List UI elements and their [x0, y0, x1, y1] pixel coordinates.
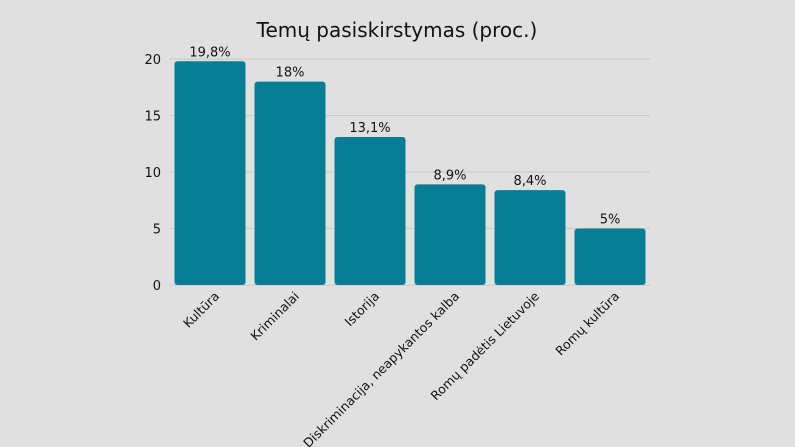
y-tick-label: 0	[153, 279, 161, 294]
x-tick-label: Diskriminacija, neapykantos kalba	[300, 289, 462, 447]
x-tick-label: Kriminalai	[247, 289, 302, 344]
x-axis-labels: Kultūra Kriminalai IstorijaDiskriminacija,…	[180, 288, 622, 447]
data-label: 8,4%	[513, 174, 546, 189]
data-label: 5%	[600, 213, 621, 228]
bar	[494, 190, 566, 285]
bar	[174, 61, 246, 286]
x-tick-label: Kultūra	[180, 289, 222, 331]
data-label: 18%	[276, 66, 305, 81]
y-tick-label: 20	[144, 53, 161, 68]
bar	[334, 136, 406, 285]
bars	[174, 61, 646, 286]
y-tick-label: 5	[153, 223, 161, 238]
y-tick-label: 10	[144, 166, 161, 181]
data-label: 8,9%	[433, 168, 466, 183]
x-tick-label: Istorija	[341, 289, 382, 330]
data-label: 13,1%	[349, 121, 390, 136]
data-label: 19,8%	[189, 45, 230, 60]
chart-title: Temų pasiskirstymas (proc.)	[256, 18, 538, 42]
bar	[254, 81, 326, 285]
y-axis-ticks: 0 5 10 15 20	[144, 53, 161, 294]
data-labels: 19,8% 18% 13,1% 8,9% 8,4% 5%	[189, 45, 620, 227]
x-tick-label: Romų kultūra	[552, 289, 622, 359]
gridlines	[170, 58, 650, 286]
bar	[414, 184, 486, 285]
bar	[574, 228, 646, 285]
y-tick-label: 15	[144, 110, 161, 125]
